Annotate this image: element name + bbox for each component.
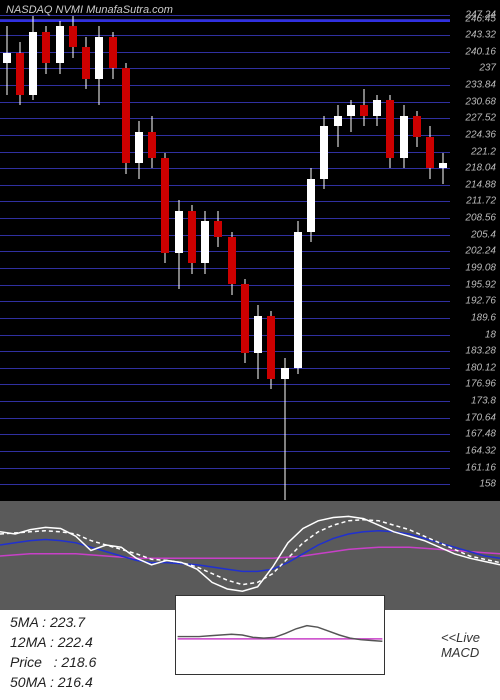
y-axis-tick: 202.24 (465, 246, 496, 257)
y-axis-tick: 243.32 (465, 30, 496, 41)
y-axis-tick: 237 (479, 63, 496, 74)
chart-header: NASDAQ NVMI MunafaSutra.com (6, 4, 173, 16)
candle-body-up (95, 37, 103, 79)
candle-body-down (109, 37, 117, 69)
ma12-value: 222.4 (58, 634, 93, 650)
y-axis-tick: 211.72 (466, 196, 496, 207)
y-axis-tick: 227.52 (465, 113, 496, 124)
candle-body-up (307, 179, 315, 232)
candle-body-up (56, 26, 64, 63)
candle-body-down (228, 237, 236, 284)
candle-body-up (294, 232, 302, 369)
live-macd-chart (176, 596, 384, 674)
y-axis-tick: 230.68 (465, 96, 496, 107)
y-axis-tick: 18 (485, 329, 496, 340)
candle-body-up (320, 126, 328, 179)
candle-wick (337, 105, 338, 147)
y-axis-tick: 208.56 (465, 213, 496, 224)
y-axis-tick: 246.45 (465, 13, 496, 24)
ma5-label: 5MA (10, 614, 38, 630)
y-axis-tick: 167.48 (465, 429, 496, 440)
y-axis-tick: 170.64 (465, 412, 496, 423)
candle-body-down (148, 132, 156, 158)
live-macd-box (175, 595, 385, 675)
y-axis-tick: 214.88 (465, 179, 496, 190)
candle-body-down (161, 158, 169, 253)
price-value: 218.6 (61, 654, 96, 670)
candle-body-down (360, 105, 368, 116)
y-axis-tick: 221.2 (471, 146, 496, 157)
ma5-row: 5MA : 223.7 (10, 614, 85, 630)
candle-body-down (42, 32, 50, 64)
y-axis-tick: 176.96 (465, 379, 496, 390)
y-axis-tick: 199.08 (465, 263, 496, 274)
y-axis-tick: 192.76 (465, 296, 496, 307)
price-label: Price (10, 654, 42, 670)
candlestick-series (0, 0, 450, 500)
candle-body-down (413, 116, 421, 137)
candle-body-down (267, 316, 275, 379)
candle-body-up (347, 105, 355, 116)
ma50-label: 50MA (10, 674, 46, 690)
live-macd-label: <<Live MACD (441, 630, 480, 660)
y-axis-tick: 240.16 (465, 46, 496, 57)
candle-body-up (373, 100, 381, 116)
candle-body-down (16, 53, 24, 95)
ma12-label: 12MA (10, 634, 46, 650)
ma5-value: 223.7 (50, 614, 85, 630)
candle-body-down (386, 100, 394, 158)
candle-body-up (201, 221, 209, 263)
symbol-label: NVMI (56, 4, 84, 16)
candle-body-up (281, 368, 289, 379)
candle-body-up (400, 116, 408, 158)
candle-body-down (188, 211, 196, 264)
y-axis-tick: 218.04 (465, 163, 496, 174)
y-axis-tick: 161.16 (465, 462, 496, 473)
y-axis-tick: 233.84 (465, 80, 496, 91)
price-chart[interactable]: NASDAQ NVMI MunafaSutra.com 247.24246.45… (0, 0, 500, 500)
y-axis-tick: 224.36 (465, 129, 496, 140)
candle-body-up (334, 116, 342, 127)
exchange-label: NASDAQ (6, 4, 52, 16)
candle-wick (443, 153, 444, 185)
y-axis-tick: 195.92 (465, 279, 496, 290)
y-axis-tick: 158 (479, 479, 496, 490)
info-panel: 5MA : 223.7 12MA : 222.4 Price : 218.6 5… (0, 610, 500, 700)
candle-body-up (175, 211, 183, 253)
price-row: Price : 218.6 (10, 654, 96, 670)
candle-body-up (3, 53, 11, 64)
candle-wick (284, 358, 285, 500)
candle-body-down (122, 68, 130, 163)
candle-body-down (82, 47, 90, 79)
site-label: MunafaSutra.com (86, 4, 173, 16)
macd-text-label: MACD (441, 645, 479, 660)
y-axis-tick: 180.12 (465, 362, 496, 373)
y-axis-tick: 205.4 (471, 229, 496, 240)
candle-body-down (214, 221, 222, 237)
live-arrow-label: <<Live (441, 630, 480, 645)
chart-container: NASDAQ NVMI MunafaSutra.com 247.24246.45… (0, 0, 500, 700)
candle-body-down (69, 26, 77, 47)
y-axis-tick: 164.32 (465, 445, 496, 456)
candle-body-up (135, 132, 143, 164)
y-axis-tick: 173.8 (471, 396, 496, 407)
candle-body-up (254, 316, 262, 353)
candle-body-up (29, 32, 37, 95)
ma12-row: 12MA : 222.4 (10, 634, 93, 650)
y-axis-labels: 247.24246.45243.32240.16237233.84230.682… (450, 0, 500, 500)
candle-body-down (426, 137, 434, 169)
y-axis-tick: 189.6 (471, 312, 496, 323)
candle-body-up (439, 163, 447, 168)
y-axis-tick: 183.28 (465, 346, 496, 357)
ma50-row: 50MA : 216.4 (10, 674, 93, 690)
candle-body-down (241, 284, 249, 352)
ma50-value: 216.4 (58, 674, 93, 690)
macd-panel[interactable] (0, 500, 500, 610)
